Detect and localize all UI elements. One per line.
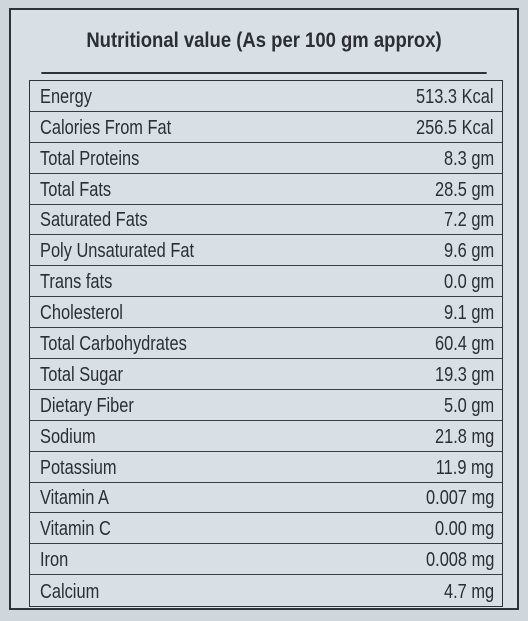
nutrient-value: 11.9 mg [435, 456, 494, 479]
table-row: Saturated Fats 7.2 gm [30, 205, 502, 236]
nutrient-value: 256.5 Kcal [416, 116, 494, 139]
table-row: Vitamin A 0.007 mg [30, 483, 502, 514]
table-row: Vitamin C 0.00 mg [30, 513, 502, 545]
nutrient-value: 0.007 mg [425, 487, 494, 510]
table-row: Potassium 11.9 mg [30, 452, 502, 483]
table-row: Iron 0.008 mg [30, 544, 502, 576]
table-row: Total Carbohydrates 60.4 gm [30, 328, 502, 360]
table-row: Sodium 21.8 mg [30, 421, 502, 452]
table-row: Calories From Fat 256.5 Kcal [30, 112, 502, 143]
nutrient-name: Dietary Fiber [40, 394, 134, 417]
nutrient-name: Cholesterol [40, 302, 123, 325]
nutrient-value: 9.6 gm [443, 240, 494, 263]
nutrient-value: 60.4 gm [434, 333, 494, 356]
nutrient-name: Trans fats [40, 271, 113, 294]
nutrient-value: 513.3 Kcal [416, 85, 494, 108]
table-row: Calcium 4.7 mg [30, 575, 502, 606]
nutrient-value: 4.7 mg [443, 581, 494, 604]
table-row: Poly Unsaturated Fat 9.6 gm [30, 235, 502, 267]
nutrient-name: Potassium [40, 456, 117, 479]
table-row: Cholesterol 9.1 gm [30, 297, 502, 329]
nutrient-name: Iron [40, 549, 69, 572]
table-row: Total Fats 28.5 gm [30, 174, 502, 205]
nutrient-name: Total Fats [40, 178, 112, 201]
nutrient-value: 28.5 gm [434, 178, 494, 201]
nutrient-value: 0.0 gm [443, 271, 494, 294]
nutrient-name: Total Carbohydrates [40, 333, 187, 356]
nutrient-name: Poly Unsaturated Fat [40, 240, 195, 263]
nutrient-value: 0.00 mg [434, 518, 494, 541]
table-row: Energy 513.3 Kcal [30, 81, 502, 112]
nutrient-name: Calcium [40, 581, 100, 604]
nutrient-name: Saturated Fats [40, 209, 148, 232]
nutrition-label: Nutritional value (As per 100 gm approx)… [9, 8, 519, 610]
table-row: Dietary Fiber 5.0 gm [30, 390, 502, 421]
table-row: Total Proteins 8.3 gm [30, 143, 502, 174]
nutrient-value: 5.0 gm [443, 394, 494, 417]
nutrient-value: 0.008 mg [425, 549, 494, 572]
nutrient-name: Total Proteins [40, 147, 140, 170]
nutrient-name: Vitamin A [40, 487, 109, 510]
nutrient-name: Vitamin C [40, 518, 111, 541]
nutrient-name: Calories From Fat [40, 116, 172, 139]
nutrient-value: 9.1 gm [443, 302, 494, 325]
table-row: Total Sugar 19.3 gm [30, 359, 502, 390]
nutrition-table: Energy 513.3 Kcal Calories From Fat 256.5 K… [29, 80, 503, 608]
nutrient-value: 8.3 gm [443, 147, 494, 170]
title: Nutritional value (As per 100 gm approx) [41, 10, 487, 74]
nutrient-value: 7.2 gm [443, 209, 494, 232]
nutrient-value: 21.8 mg [434, 425, 494, 448]
nutrient-name: Energy [40, 85, 92, 108]
nutrient-name: Total Sugar [40, 363, 123, 386]
nutrient-name: Sodium [40, 425, 96, 448]
table-row: Trans fats 0.0 gm [30, 266, 502, 298]
nutrient-value: 19.3 gm [434, 363, 494, 386]
